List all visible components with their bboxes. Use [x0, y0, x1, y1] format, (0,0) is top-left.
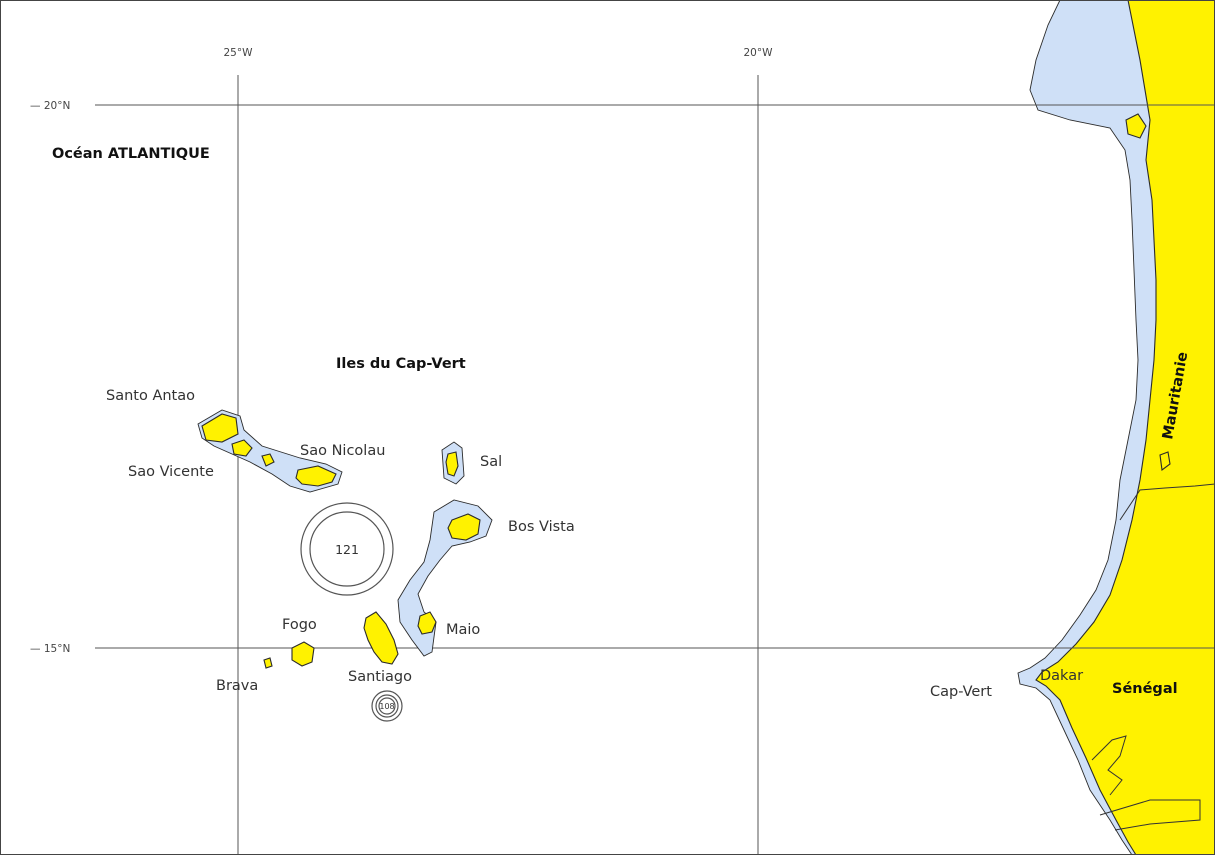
- label-santo-antao: Santo Antao: [106, 388, 195, 404]
- label-fogo: Fogo: [282, 617, 317, 633]
- lat-label-15n: — 15°N: [30, 643, 70, 655]
- lon-label-20w: 20°W: [744, 47, 774, 59]
- label-dakar: Dakar: [1040, 668, 1083, 684]
- lon-label-25w: 25°W: [224, 47, 254, 59]
- island-sal: [445, 451, 459, 477]
- island-maio: [417, 611, 437, 635]
- ocean-label: Océan ATLANTIQUE: [52, 146, 210, 162]
- archipelago-label: Iles du Cap-Vert: [336, 356, 466, 372]
- label-senegal: Sénégal: [1112, 681, 1178, 697]
- coastal-islet: [1159, 451, 1171, 472]
- island-fogo: [291, 641, 315, 667]
- depth-value-large: 121: [335, 542, 359, 557]
- lat-label-20n: — 20°N: [30, 100, 70, 112]
- label-boa-vista: Bos Vista: [508, 519, 575, 535]
- label-sao-nicolau: Sao Nicolau: [300, 443, 385, 459]
- label-maio: Maio: [446, 622, 480, 638]
- arguin-island: [1125, 113, 1147, 139]
- island-brava: [263, 657, 273, 669]
- island-boa-vista: [447, 513, 481, 541]
- island-sao-vicente: [231, 439, 253, 457]
- label-brava: Brava: [216, 678, 258, 694]
- island-santa-luzia: [261, 453, 275, 467]
- country-border: [1119, 483, 1215, 521]
- depth-marker-small: 108: [371, 690, 403, 722]
- label-santiago: Santiago: [348, 669, 412, 685]
- depth-marker-large: 121: [300, 502, 394, 596]
- africa-land: [1035, 0, 1215, 855]
- depth-value-small: 108: [379, 702, 394, 711]
- estuary-outline: [1091, 735, 1201, 831]
- island-sao-nicolau: [295, 465, 337, 487]
- island-santo-antao: [201, 413, 239, 443]
- label-sal: Sal: [480, 454, 502, 470]
- label-sao-vicente: Sao Vicente: [128, 464, 214, 480]
- label-cap-vert: Cap-Vert: [930, 684, 992, 700]
- island-santiago: [363, 611, 399, 665]
